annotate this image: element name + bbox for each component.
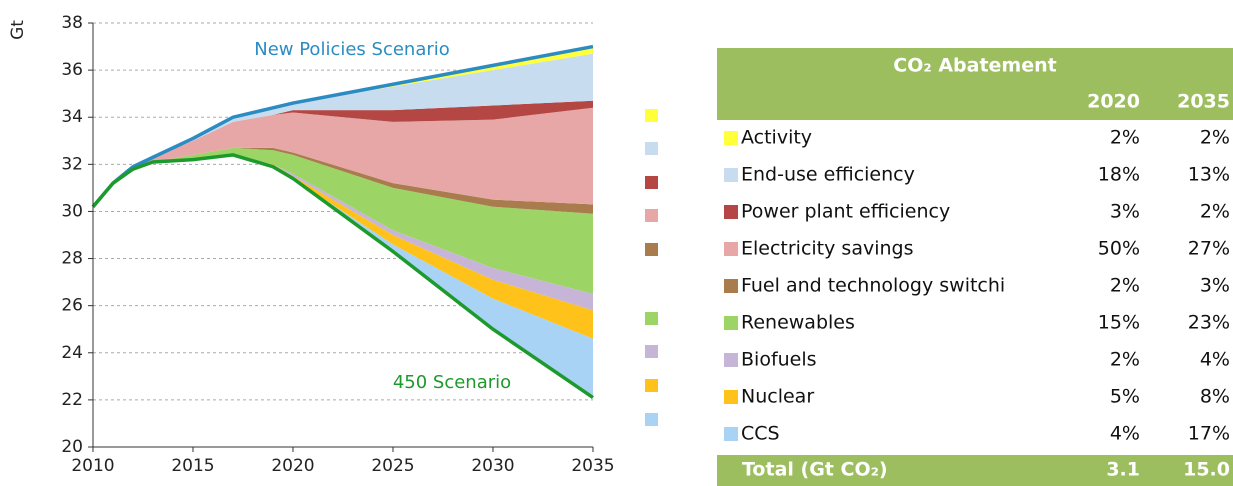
y-tick-label: 28 [61, 249, 83, 269]
cell-value: 18% [1098, 164, 1140, 186]
y-tick-label: 32 [61, 154, 83, 174]
area-wedge [93, 53, 593, 207]
cell-value: 2% [1200, 201, 1230, 223]
y-tick-label: 22 [61, 390, 83, 410]
x-tick-label: 2035 [571, 456, 614, 476]
total-value: 15.0 [1183, 459, 1230, 481]
area-wedge [93, 147, 593, 214]
row-swatch [724, 353, 738, 367]
cell-value: 2% [1110, 127, 1140, 149]
row-label: End-use efficiency [741, 164, 915, 186]
x-tick-label: 2015 [171, 456, 214, 476]
row-label: Nuclear [741, 386, 814, 408]
legend-swatch [645, 243, 658, 256]
cell-value: 27% [1188, 238, 1230, 260]
row-label: CCS [741, 423, 780, 445]
row-label: Electricity savings [741, 238, 913, 260]
cell-value: 13% [1188, 164, 1230, 186]
scenario-line [91, 153, 594, 399]
x-tick-label: 2020 [271, 456, 314, 476]
row-label: Renewables [741, 312, 855, 334]
legend-swatch [645, 176, 658, 189]
y-tick-label: 24 [61, 343, 83, 363]
cell-value: 2% [1110, 349, 1140, 371]
legend-swatch [645, 312, 658, 325]
area-wedge [93, 107, 593, 207]
total-value: 3.1 [1106, 459, 1140, 481]
y-tick-label: 38 [61, 13, 83, 33]
row-swatch [724, 131, 738, 145]
cell-value: 23% [1188, 312, 1230, 334]
row-label: Activity [741, 127, 812, 149]
cell-value: 4% [1200, 349, 1230, 371]
column-header: 2035 [1177, 91, 1230, 113]
area-wedge [93, 100, 593, 207]
y-axis-label: Gt [8, 20, 28, 40]
cell-value: 5% [1110, 386, 1140, 408]
x-tick-label: 2025 [371, 456, 414, 476]
cell-value: 2% [1110, 275, 1140, 297]
column-header: 2020 [1087, 91, 1140, 113]
row-label: Fuel and technology switchi [741, 275, 1005, 297]
cell-value: 3% [1110, 201, 1140, 223]
row-swatch [724, 316, 738, 330]
x-tick-label: 2010 [71, 456, 114, 476]
cell-value: 15% [1098, 312, 1140, 334]
row-swatch [724, 390, 738, 404]
row-label: Power plant efficiency [741, 201, 950, 223]
x-tick-label: 2030 [471, 456, 514, 476]
legend-swatch [645, 379, 658, 392]
total-row [717, 455, 1233, 486]
legend-swatch [645, 345, 658, 358]
y-tick-label: 20 [61, 437, 83, 457]
y-tick-label: 36 [61, 60, 83, 80]
line-label: New Policies Scenario [254, 39, 450, 60]
table-header [717, 48, 1233, 120]
y-tick-label: 34 [61, 107, 83, 127]
legend-swatch [645, 142, 658, 155]
cell-value: 3% [1200, 275, 1230, 297]
cell-value: 50% [1098, 238, 1140, 260]
total-label: Total (Gt CO₂) [742, 459, 888, 481]
row-swatch [724, 205, 738, 219]
legend-swatch [645, 109, 658, 122]
table-title: CO₂ Abatement [893, 55, 1056, 77]
legend-swatch [645, 209, 658, 222]
y-tick-label: 26 [61, 296, 83, 316]
cell-value: 8% [1200, 386, 1230, 408]
row-swatch [724, 279, 738, 293]
line-label: 450 Scenario [393, 372, 511, 393]
cell-value: 17% [1188, 423, 1230, 445]
legend-swatch [645, 413, 658, 426]
cell-value: 2% [1200, 127, 1230, 149]
y-tick-label: 30 [61, 201, 83, 221]
row-label: Biofuels [741, 349, 817, 371]
cell-value: 4% [1110, 423, 1140, 445]
row-swatch [724, 242, 738, 256]
row-swatch [724, 168, 738, 182]
area-wedge [93, 154, 593, 311]
row-swatch [724, 427, 738, 441]
area-wedge [93, 147, 593, 294]
